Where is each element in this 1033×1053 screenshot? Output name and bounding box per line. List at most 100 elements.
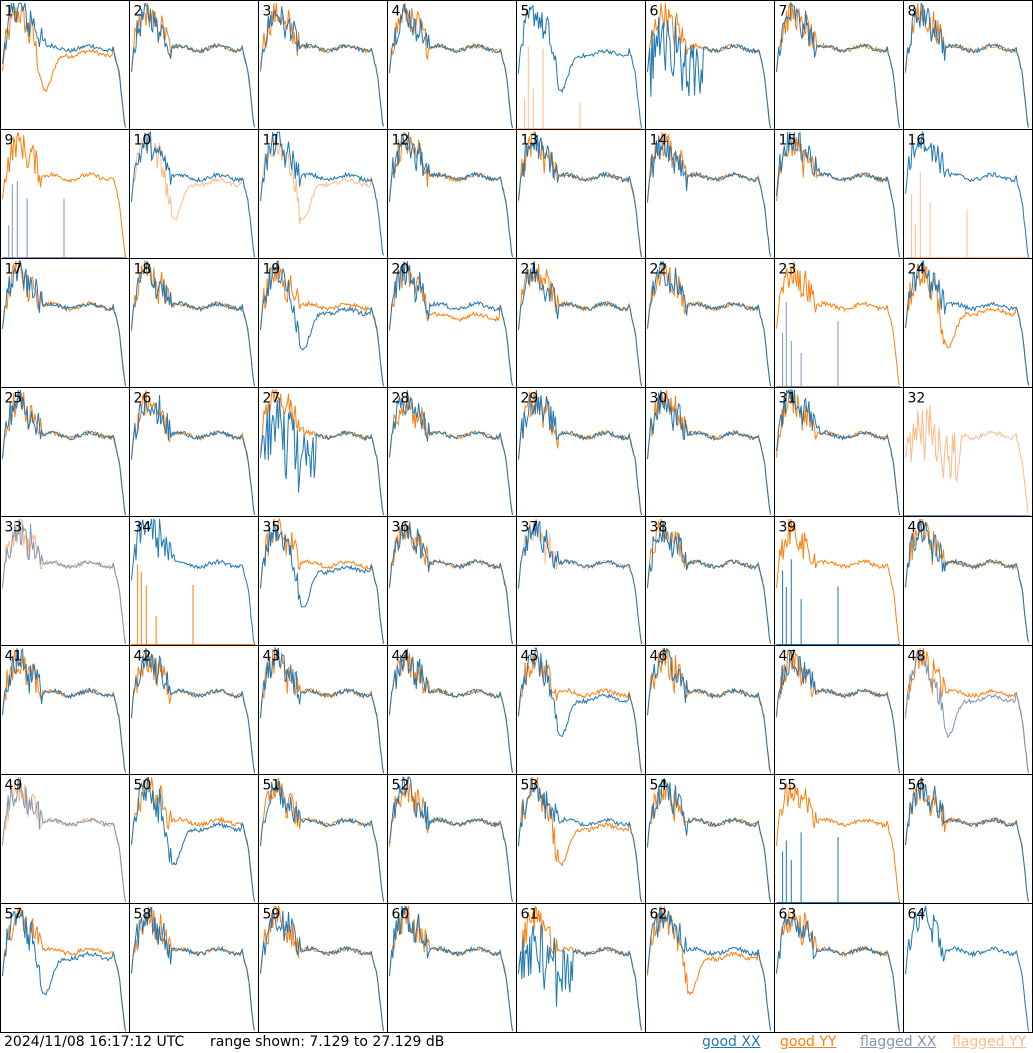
series-xx-43	[260, 646, 384, 774]
panel-label-15: 15	[779, 133, 797, 149]
panel-label-17: 17	[5, 262, 23, 278]
panel-frame-10	[129, 129, 259, 259]
panel-label-48: 48	[908, 649, 926, 665]
series-yy-10	[131, 131, 255, 256]
panel-58: 58	[129, 903, 259, 1033]
panel-22: 22	[645, 258, 775, 388]
panel-7: 7	[774, 0, 904, 130]
panel-label-13: 13	[521, 133, 539, 149]
series-xx-56	[905, 777, 1029, 902]
panel-1: 1	[0, 0, 130, 130]
series-yy-26	[131, 390, 255, 515]
series-xx-21	[518, 261, 642, 387]
series-yy-7	[776, 2, 900, 128]
series-yy-4	[389, 3, 513, 129]
panel-14: 14	[645, 129, 775, 259]
panel-frame-61	[516, 903, 646, 1033]
panel-frame-55	[774, 774, 904, 904]
panel-29: 29	[516, 387, 646, 517]
panel-11: 11	[258, 129, 388, 259]
panel-label-11: 11	[263, 133, 281, 149]
panel-label-10: 10	[134, 133, 152, 149]
panel-frame-25	[0, 387, 130, 517]
panel-label-49: 49	[5, 778, 23, 794]
panel-frame-45	[516, 645, 646, 775]
series-yy-16	[905, 171, 1030, 258]
panel-39: 39	[774, 516, 904, 646]
series-yy-33	[2, 517, 126, 645]
series-yy-38	[647, 518, 771, 645]
series-xx-27	[260, 397, 384, 516]
panel-6: 6	[645, 0, 775, 130]
series-xx-25	[2, 390, 126, 516]
series-yy-42	[131, 650, 255, 772]
series-xx-42	[131, 648, 255, 774]
panel-label-59: 59	[263, 907, 281, 923]
panel-47: 47	[774, 645, 904, 775]
panel-label-18: 18	[134, 262, 152, 278]
panel-34: 34	[129, 516, 259, 646]
panel-label-14: 14	[650, 133, 668, 149]
panel-label-61: 61	[521, 907, 539, 923]
series-yy-54	[647, 777, 771, 903]
series-xx-64	[905, 905, 1029, 1032]
panel-9: 9	[0, 129, 130, 259]
panel-label-44: 44	[392, 649, 410, 665]
series-yy-17	[2, 259, 126, 387]
panel-label-36: 36	[392, 520, 410, 536]
panel-label-63: 63	[779, 907, 797, 923]
panel-label-1: 1	[5, 4, 14, 20]
series-xx-52	[389, 776, 513, 903]
panel-19: 19	[258, 258, 388, 388]
series-yy-46	[647, 647, 771, 774]
panel-63: 63	[774, 903, 904, 1033]
series-xx-62	[647, 907, 771, 1030]
series-yy-36	[389, 520, 513, 645]
series-yy-12	[389, 131, 513, 258]
panel-3: 3	[258, 0, 388, 130]
panel-frame-58	[129, 903, 259, 1033]
series-yy-48	[905, 648, 1029, 774]
panel-13: 13	[516, 129, 646, 259]
panel-33: 33	[0, 516, 130, 646]
panel-46: 46	[645, 645, 775, 775]
panel-frame-34	[129, 516, 259, 646]
panel-label-5: 5	[521, 4, 530, 20]
panel-56: 56	[903, 774, 1033, 904]
panel-43: 43	[258, 645, 388, 775]
panel-frame-51	[258, 774, 388, 904]
series-xx-3	[260, 6, 384, 127]
series-yy-60	[389, 905, 513, 1031]
panel-label-7: 7	[779, 4, 788, 20]
series-xx-55	[776, 832, 901, 903]
series-yy-22	[647, 262, 771, 387]
series-xx-14	[647, 135, 771, 256]
series-xx-57	[2, 909, 126, 1032]
series-yy-39	[776, 519, 900, 644]
legend-good-xx: good XX	[702, 1034, 761, 1050]
panel-frame-9	[0, 129, 130, 259]
panel-label-3: 3	[263, 4, 272, 20]
series-yy-14	[647, 132, 771, 258]
panel-18: 18	[129, 258, 259, 388]
series-yy-55	[776, 782, 900, 903]
series-xx-54	[647, 778, 771, 903]
series-yy-59	[260, 905, 384, 1030]
panel-label-8: 8	[908, 4, 917, 20]
series-yy-62	[647, 905, 771, 1032]
panel-2: 2	[129, 0, 259, 130]
series-xx-10	[131, 130, 255, 258]
panel-62: 62	[645, 903, 775, 1033]
panel-label-33: 33	[5, 520, 23, 536]
legend-good-yy: good YY	[780, 1034, 837, 1050]
panel-label-28: 28	[392, 391, 410, 407]
series-yy-2	[131, 2, 255, 127]
series-yy-52	[389, 777, 513, 903]
series-xx-31	[776, 388, 900, 516]
series-xx-29	[518, 390, 642, 516]
series-yy-23	[776, 261, 900, 386]
panel-28: 28	[387, 387, 517, 517]
series-xx-20	[389, 261, 513, 386]
series-xx-2	[131, 2, 255, 128]
